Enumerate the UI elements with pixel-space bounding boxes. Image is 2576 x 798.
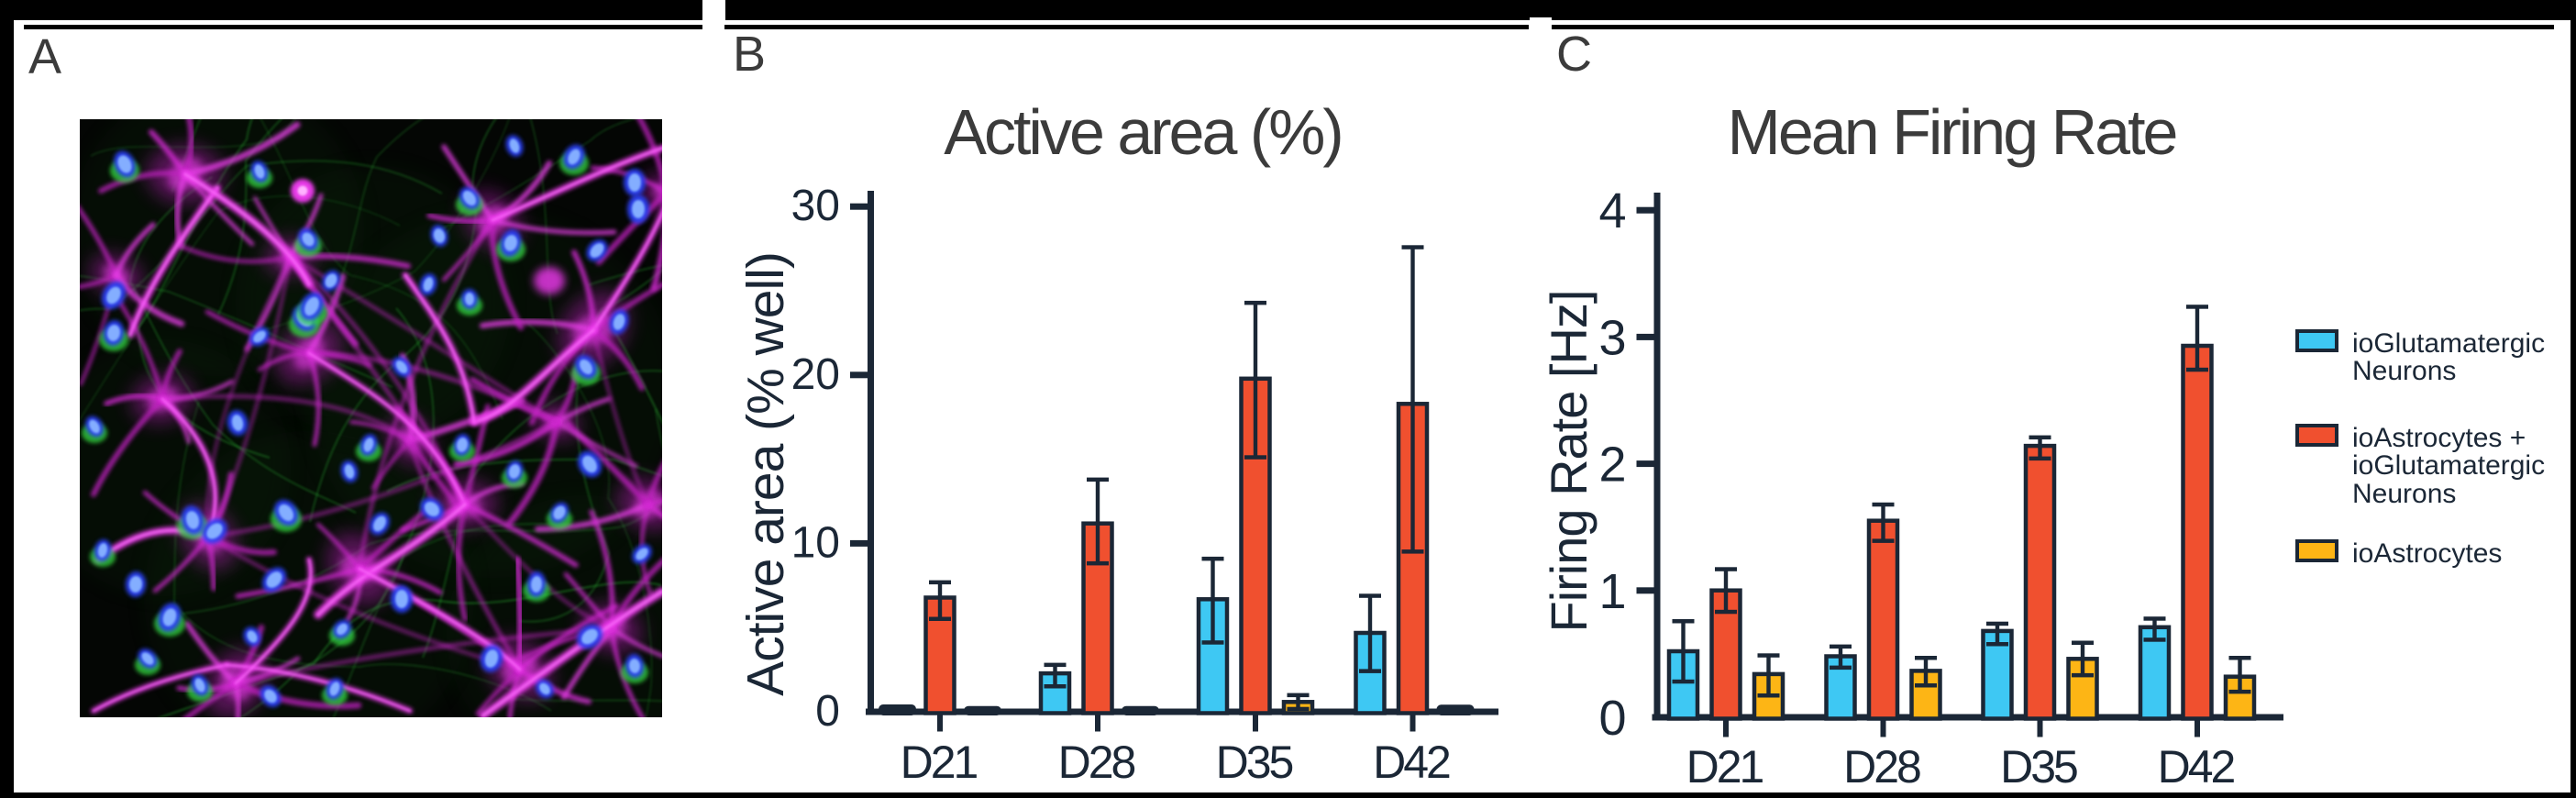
svg-text:Active area (%): Active area (%)	[944, 96, 1341, 168]
svg-text:10: 10	[791, 518, 840, 567]
svg-text:ioGlutamatergic: ioGlutamatergic	[2352, 328, 2545, 359]
svg-text:D28: D28	[1058, 737, 1135, 788]
svg-text:20: 20	[791, 350, 840, 399]
svg-text:D35: D35	[1216, 737, 1293, 788]
svg-text:2: 2	[1598, 438, 1626, 493]
svg-text:ioAstrocytes +: ioAstrocytes +	[2352, 423, 2526, 453]
svg-text:Active area (% well): Active area (% well)	[736, 252, 795, 696]
svg-text:D42: D42	[2158, 741, 2235, 792]
svg-text:D35: D35	[2000, 741, 2077, 792]
svg-text:D21: D21	[1686, 741, 1763, 792]
svg-text:0: 0	[815, 687, 840, 736]
svg-text:4: 4	[1598, 183, 1626, 238]
svg-text:ioAstrocytes: ioAstrocytes	[2352, 538, 2502, 569]
svg-text:B: B	[733, 27, 766, 82]
svg-text:1: 1	[1598, 564, 1626, 619]
svg-text:A: A	[28, 29, 61, 84]
svg-text:ioGlutamatergic: ioGlutamatergic	[2352, 450, 2545, 481]
svg-text:D28: D28	[1843, 741, 1920, 792]
svg-text:C: C	[1556, 27, 1592, 82]
svg-text:Neurons: Neurons	[2352, 479, 2456, 509]
svg-text:Neurons: Neurons	[2352, 356, 2456, 386]
svg-text:D21: D21	[901, 737, 978, 788]
svg-text:Mean Firing Rate: Mean Firing Rate	[1728, 96, 2176, 168]
svg-text:30: 30	[791, 182, 840, 230]
svg-text:Firing Rate [Hz]: Firing Rate [Hz]	[1540, 291, 1598, 633]
svg-text:3: 3	[1598, 310, 1626, 365]
svg-text:D42: D42	[1373, 737, 1450, 788]
svg-text:0: 0	[1598, 691, 1626, 746]
